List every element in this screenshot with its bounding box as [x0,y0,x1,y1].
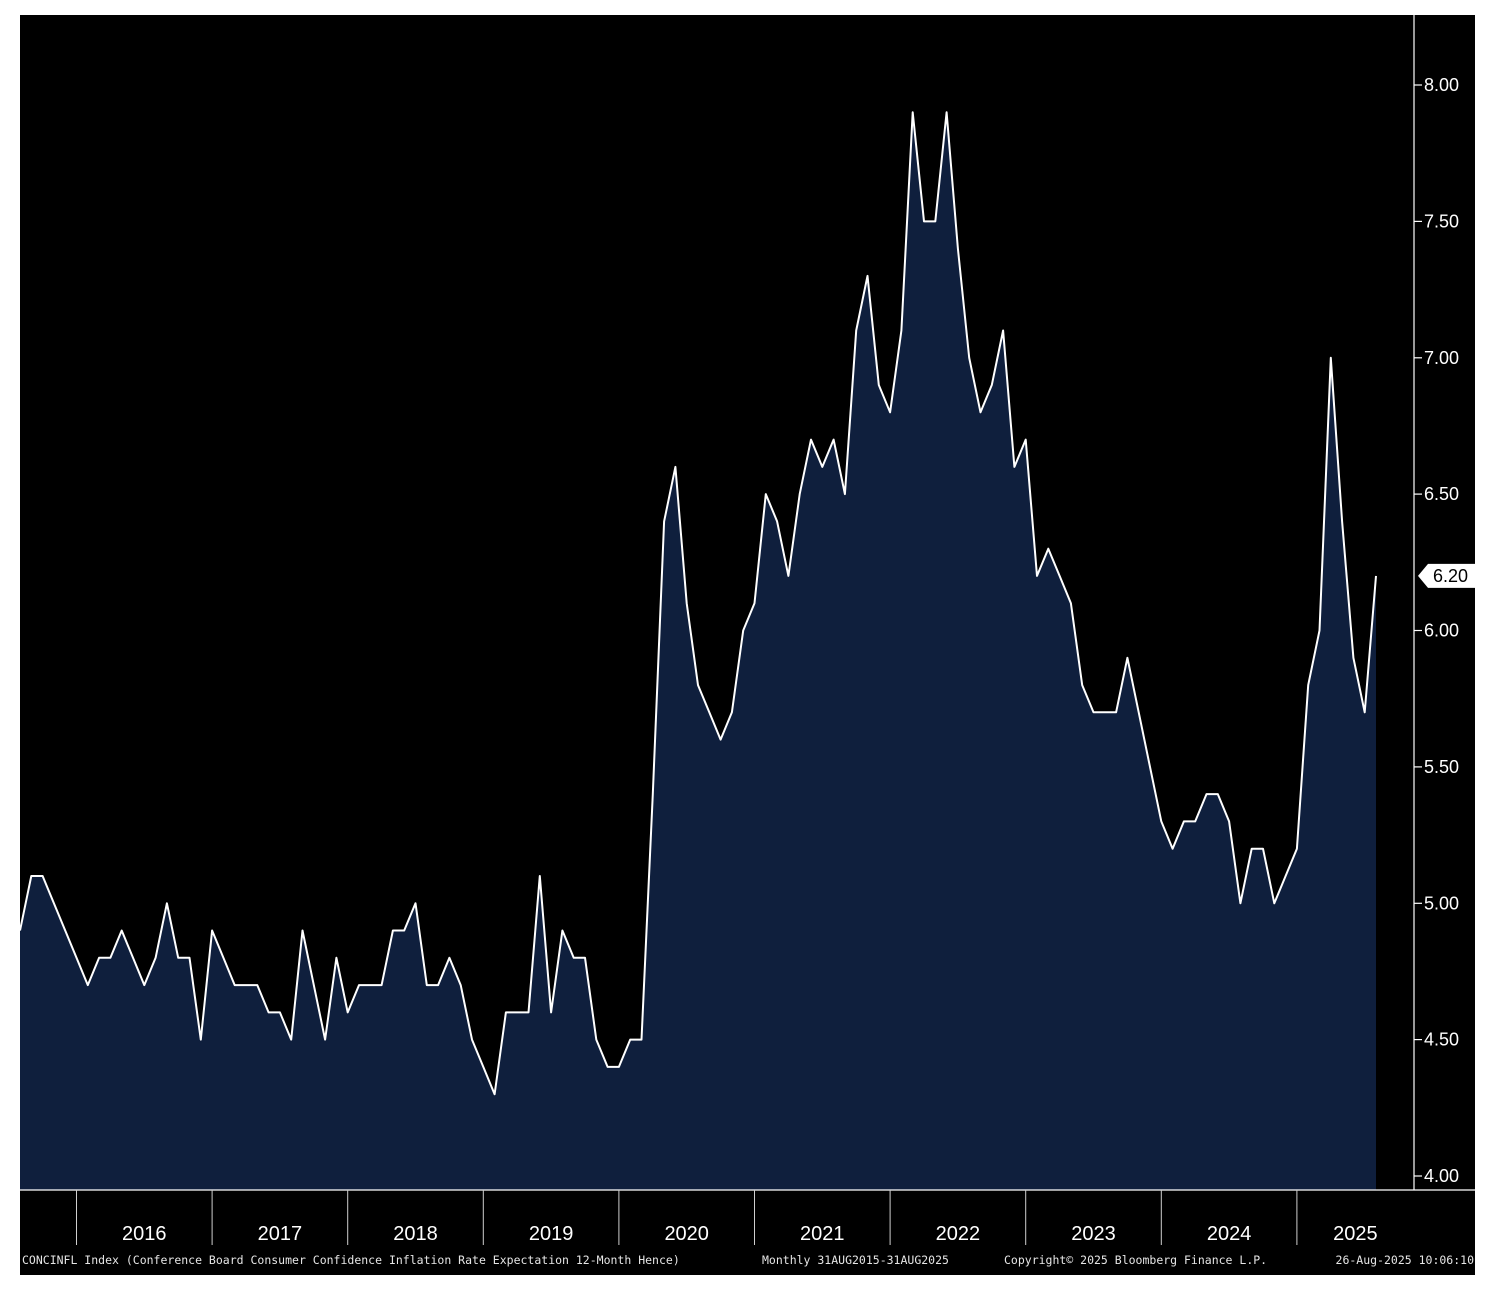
y-tick-label: 7.50 [1424,211,1459,231]
y-tick-label: 4.00 [1424,1166,1459,1186]
series-area [20,112,1376,1190]
x-tick-label: 2025 [1333,1223,1378,1245]
y-tick-label: 8.00 [1424,75,1459,95]
y-tick-label: 6.50 [1424,484,1459,504]
y-tick-label: 5.00 [1424,893,1459,913]
last-value-marker [1418,563,1475,588]
footer-period: Monthly 31AUG2015-31AUG2025 [762,1253,949,1267]
x-tick-label: 2016 [122,1223,167,1245]
y-tick-label: 6.00 [1424,621,1459,641]
footer-timestamp: 26-Aug-2025 10:06:10 [1335,1253,1474,1267]
x-tick-label: 2019 [529,1223,574,1245]
x-tick-label: 2022 [936,1223,981,1245]
footer: CONCINFL Index (Conference Board Consume… [22,1253,1474,1271]
x-tick-label: 2017 [258,1223,303,1245]
y-tick-label: 4.50 [1424,1030,1459,1050]
y-tick-label: 7.00 [1424,348,1459,368]
x-tick-label: 2020 [664,1223,709,1245]
series-line [20,111,1377,1096]
x-tick-label: 2018 [393,1223,438,1245]
inflation-expectation-chart: 2016 2017 2018 2019 2020 2021 2022 2023 2024 2025… [20,15,1475,1245]
chart-panel: 2016 2017 2018 2019 2020 2021 2022 2023 2024 2025… [20,15,1475,1275]
x-tick-label: 2021 [800,1223,845,1245]
last-value-label: 6.20 [1433,566,1468,586]
y-tick-label: 5.50 [1424,757,1459,777]
x-tick-label: 2024 [1207,1223,1252,1245]
footer-copyright: Copyright© 2025 Bloomberg Finance L.P. [1004,1253,1268,1267]
x-tick-label: 2023 [1071,1223,1116,1245]
footer-description: CONCINFL Index (Conference Board Consume… [22,1253,680,1267]
